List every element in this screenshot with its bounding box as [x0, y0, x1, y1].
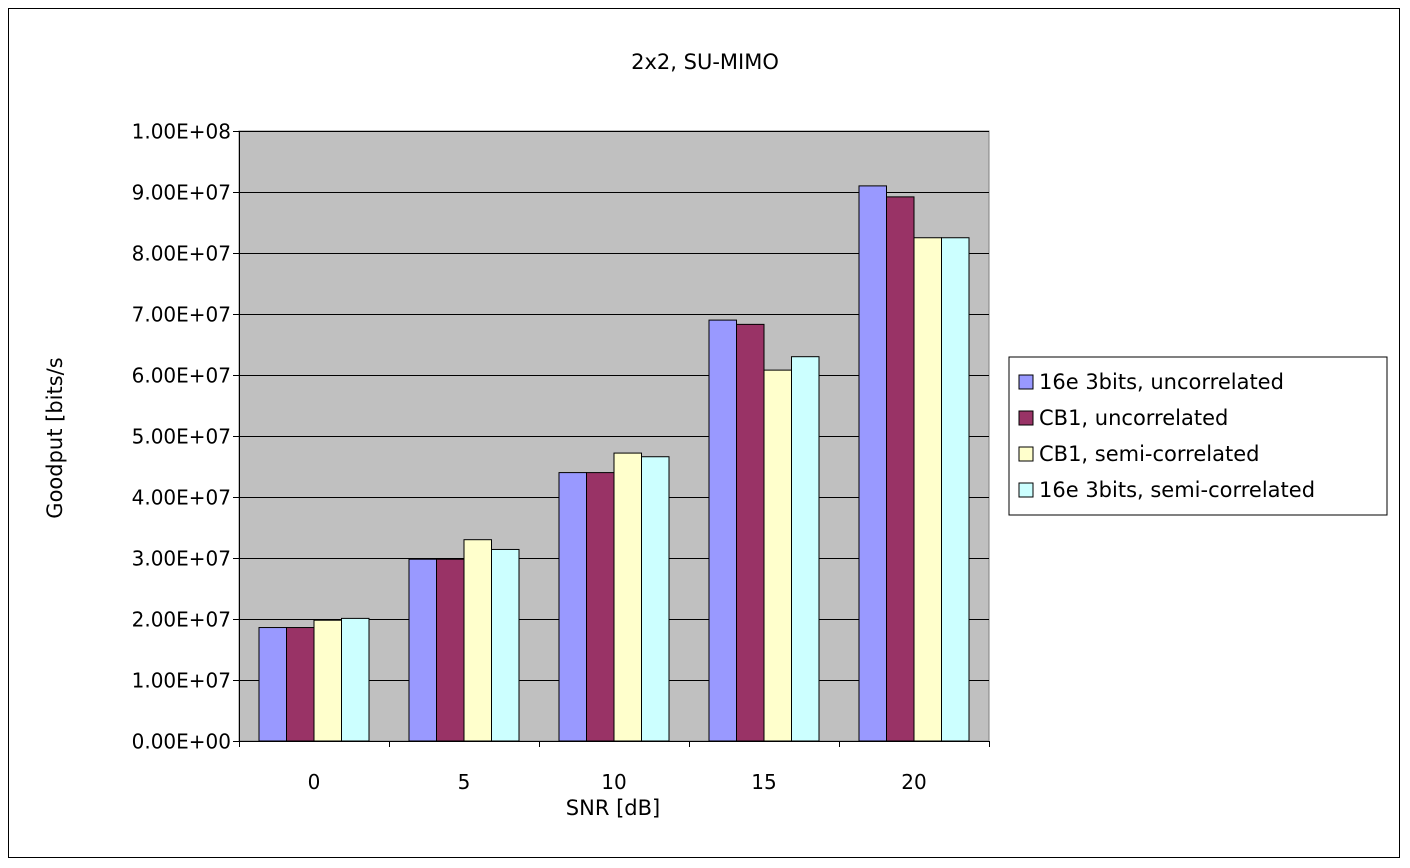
- bar: [641, 456, 670, 742]
- y-tick-label: 3.00E+07: [132, 547, 231, 571]
- plot-area: [238, 130, 990, 742]
- bar: [858, 185, 887, 742]
- x-axis-label: SNR [dB]: [566, 796, 660, 820]
- legend-label: CB1, uncorrelated: [1039, 406, 1228, 430]
- y-axis-label: Goodput [bits/s: [43, 357, 67, 518]
- bar: [436, 558, 465, 742]
- legend-swatch: [1018, 374, 1034, 390]
- bar: [886, 196, 915, 742]
- bar: [708, 319, 737, 742]
- bar: [763, 369, 792, 742]
- legend-swatch: [1018, 446, 1034, 462]
- bar: [586, 472, 615, 742]
- bar: [258, 627, 287, 742]
- y-tick-label: 7.00E+07: [132, 303, 231, 327]
- x-tick-label: 10: [601, 770, 626, 794]
- y-tick-label: 2.00E+07: [132, 608, 231, 632]
- legend-label: CB1, semi-correlated: [1039, 442, 1259, 466]
- bar: [736, 323, 765, 742]
- legend-label: 16e 3bits, semi-correlated: [1039, 478, 1315, 502]
- bar: [941, 237, 970, 742]
- x-tick-label: 5: [458, 770, 471, 794]
- legend-label: 16e 3bits, uncorrelated: [1039, 370, 1284, 394]
- bar: [408, 558, 437, 742]
- y-tick-label: 4.00E+07: [132, 486, 231, 510]
- legend-box: [1008, 356, 1388, 516]
- bar: [341, 617, 370, 742]
- y-tick-label: 1.00E+07: [132, 669, 231, 693]
- bar: [913, 237, 942, 742]
- y-axis: 0.00E+00 1.00E+07 2.00E+07 3.00E+07 4.00E+07…: [132, 120, 240, 754]
- chart-frame: 2x2, SU-MIMO 0.00E+00 1.00E+07 2.00E+07 3.0…: [8, 8, 1400, 858]
- legend: 16e 3bits, uncorrelated CB1, uncorrelated…: [1008, 356, 1388, 516]
- y-tick-label: 1.00E+08: [132, 120, 231, 144]
- legend-swatch: [1018, 482, 1034, 498]
- bar: [313, 619, 342, 742]
- bar: [613, 452, 642, 742]
- bar: [286, 627, 315, 742]
- y-tick-label: 6.00E+07: [132, 364, 231, 388]
- x-axis: 0 5 10 15 20: [239, 741, 990, 794]
- bar: [463, 539, 492, 742]
- bar: [558, 472, 587, 742]
- legend-swatch: [1018, 410, 1034, 426]
- y-tick-label: 5.00E+07: [132, 425, 231, 449]
- bar-chart: 2x2, SU-MIMO 0.00E+00 1.00E+07 2.00E+07 3.0…: [43, 50, 1388, 820]
- bar: [791, 356, 820, 742]
- chart-title: 2x2, SU-MIMO: [631, 50, 779, 74]
- y-tick-label: 0.00E+00: [132, 730, 231, 754]
- x-tick-label: 20: [901, 770, 926, 794]
- y-tick-label: 9.00E+07: [132, 181, 231, 205]
- y-tick-label: 8.00E+07: [132, 242, 231, 266]
- x-tick-label: 15: [751, 770, 776, 794]
- bar: [491, 548, 520, 742]
- x-tick-label: 0: [308, 770, 321, 794]
